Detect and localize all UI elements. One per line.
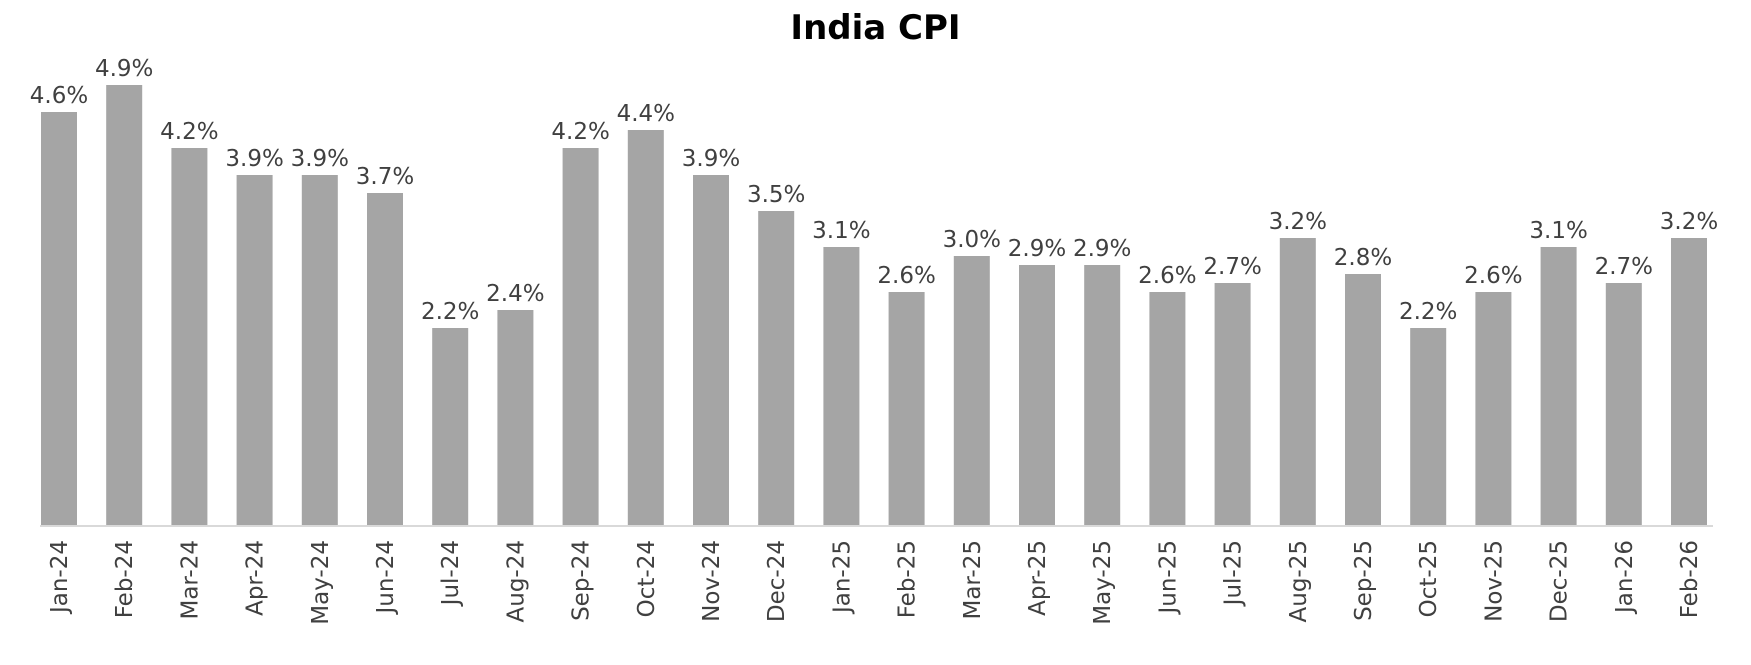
x-tick-may-25: May-25 xyxy=(1090,540,1116,625)
x-tick-jun-24: Jun-24 xyxy=(373,540,399,616)
bar-may-24 xyxy=(301,175,338,526)
data-label-sep-24: 4.2% xyxy=(551,119,609,145)
x-tick-mar-25: Mar-25 xyxy=(960,540,986,620)
data-label-jun-25: 2.6% xyxy=(1138,263,1196,289)
data-label-may-24: 3.9% xyxy=(291,146,349,172)
bar-mar-25 xyxy=(953,256,990,526)
x-tick-dec-25: Dec-25 xyxy=(1547,540,1573,622)
bar-feb-26 xyxy=(1671,238,1707,526)
bar-dec-24 xyxy=(758,211,795,526)
x-tick-feb-26: Feb-26 xyxy=(1677,540,1703,618)
bar-nov-25 xyxy=(1475,292,1512,526)
data-label-jan-24: 4.6% xyxy=(30,83,88,109)
bar-jul-24 xyxy=(432,328,469,526)
x-tick-labels: Jan-24 Feb-24 Mar-24 Apr-24 May-24 Jun-24 Jul-… xyxy=(47,540,1703,625)
bar-feb-25 xyxy=(888,292,925,526)
data-label-nov-24: 3.9% xyxy=(682,146,740,172)
x-tick-jun-25: Jun-25 xyxy=(1155,540,1181,616)
x-tick-apr-25: Apr-25 xyxy=(1025,540,1051,616)
bar-may-25 xyxy=(1084,265,1121,526)
data-label-feb-25: 2.6% xyxy=(877,263,935,289)
data-label-mar-25: 3.0% xyxy=(943,227,1001,253)
x-tick-apr-24: Apr-24 xyxy=(243,540,269,616)
bar-jun-25 xyxy=(1149,292,1186,526)
x-tick-feb-24: Feb-24 xyxy=(112,540,138,618)
bar-apr-24 xyxy=(236,175,273,526)
x-tick-jan-24: Jan-24 xyxy=(47,540,73,615)
bar-sep-25 xyxy=(1345,274,1381,526)
x-tick-oct-25: Oct-25 xyxy=(1416,540,1442,617)
x-tick-oct-24: Oct-24 xyxy=(634,540,660,617)
x-tick-may-24: May-24 xyxy=(308,540,334,625)
bar-jul-25 xyxy=(1214,283,1251,526)
data-label-apr-24: 3.9% xyxy=(225,146,283,172)
x-tick-aug-24: Aug-24 xyxy=(503,540,529,622)
data-label-jan-25: 3.1% xyxy=(812,218,870,244)
bar-dec-25 xyxy=(1540,247,1577,526)
data-label-mar-24: 4.2% xyxy=(160,119,218,145)
x-tick-aug-25: Aug-25 xyxy=(1286,540,1312,622)
x-tick-dec-24: Dec-24 xyxy=(764,540,790,622)
x-tick-jul-25: Jul-25 xyxy=(1221,540,1247,607)
data-label-feb-24: 4.9% xyxy=(95,56,153,82)
data-label-nov-25: 2.6% xyxy=(1464,263,1522,289)
bar-nov-24 xyxy=(693,175,729,526)
bar-aug-24 xyxy=(497,310,534,526)
data-label-jul-24: 2.2% xyxy=(421,299,479,325)
data-label-jan-26: 2.7% xyxy=(1595,254,1653,280)
bar-jan-26 xyxy=(1605,283,1642,526)
x-tick-sep-24: Sep-24 xyxy=(569,540,595,621)
data-label-may-25: 2.9% xyxy=(1073,236,1131,262)
data-label-sep-25: 2.8% xyxy=(1334,245,1392,271)
bar-feb-24 xyxy=(106,85,143,526)
value-labels-layer: 4.6% 4.9% 4.2% 3.9% 3.9% 3.7% 2.2% 2.4% 4.2% 4.4%… xyxy=(30,56,1718,325)
x-tick-nov-24: Nov-24 xyxy=(699,540,725,622)
chart-title: India CPI xyxy=(790,8,961,48)
data-label-apr-25: 2.9% xyxy=(1008,236,1066,262)
x-tick-jan-25: Jan-25 xyxy=(829,540,855,615)
data-label-dec-25: 3.1% xyxy=(1529,218,1587,244)
data-label-feb-26: 3.2% xyxy=(1660,209,1718,235)
data-label-jul-25: 2.7% xyxy=(1203,254,1261,280)
bar-oct-25 xyxy=(1410,328,1447,526)
bar-mar-24 xyxy=(171,148,208,526)
bar-jan-24 xyxy=(41,112,77,526)
data-label-oct-24: 4.4% xyxy=(617,101,675,127)
bar-sep-24 xyxy=(562,148,599,526)
x-tick-jul-24: Jul-24 xyxy=(438,540,464,607)
data-label-dec-24: 3.5% xyxy=(747,182,805,208)
bar-jan-25 xyxy=(823,247,860,526)
bars-layer xyxy=(41,85,1707,526)
x-tick-mar-24: Mar-24 xyxy=(177,540,203,620)
data-label-jun-24: 3.7% xyxy=(356,164,414,190)
bar-jun-24 xyxy=(367,193,403,526)
bar-apr-25 xyxy=(1019,265,1055,526)
x-tick-feb-25: Feb-25 xyxy=(895,540,921,618)
x-tick-sep-25: Sep-25 xyxy=(1351,540,1377,621)
x-tick-jan-26: Jan-26 xyxy=(1612,540,1638,615)
bar-oct-24 xyxy=(627,130,664,526)
data-label-oct-25: 2.2% xyxy=(1399,299,1457,325)
x-tick-nov-25: Nov-25 xyxy=(1481,540,1507,622)
data-label-aug-24: 2.4% xyxy=(486,281,544,307)
data-label-aug-25: 3.2% xyxy=(1269,209,1327,235)
bar-aug-25 xyxy=(1279,238,1316,526)
